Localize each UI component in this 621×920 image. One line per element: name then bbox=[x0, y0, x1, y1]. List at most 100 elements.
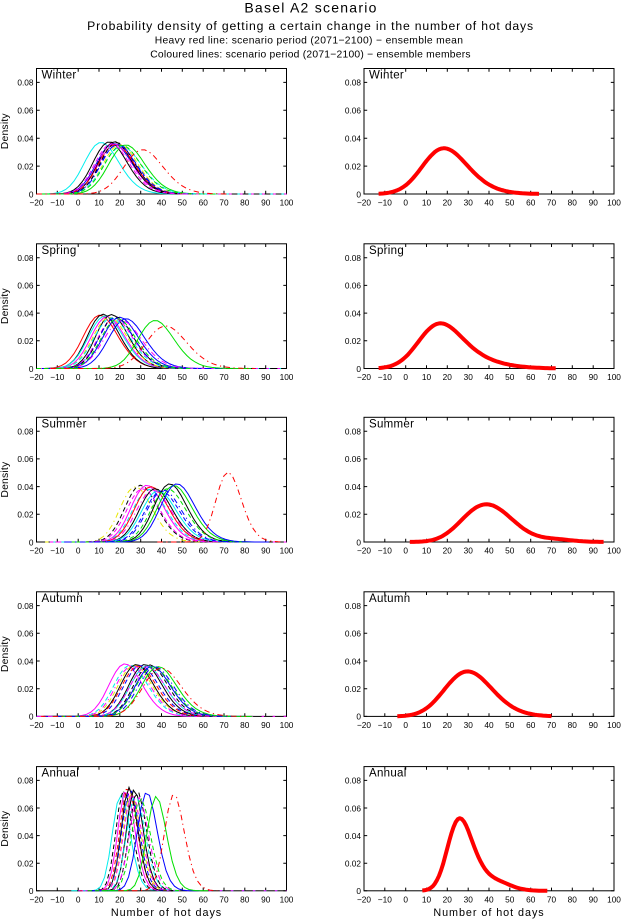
svg-text:10: 10 bbox=[422, 372, 432, 382]
svg-text:0: 0 bbox=[356, 537, 361, 547]
svg-text:60: 60 bbox=[526, 894, 536, 904]
svg-text:−10: −10 bbox=[378, 546, 392, 556]
svg-text:0: 0 bbox=[29, 886, 34, 896]
svg-text:20: 20 bbox=[443, 894, 453, 904]
svg-text:Winter: Winter bbox=[42, 70, 77, 82]
svg-text:−10: −10 bbox=[378, 894, 392, 904]
svg-text:−20: −20 bbox=[29, 372, 43, 382]
svg-text:50: 50 bbox=[178, 372, 188, 382]
svg-text:Number of hot days: Number of hot days bbox=[111, 907, 222, 919]
svg-text:100: 100 bbox=[280, 720, 294, 730]
svg-text:70: 70 bbox=[219, 720, 229, 730]
svg-text:0.04: 0.04 bbox=[345, 656, 362, 666]
svg-text:Annual: Annual bbox=[42, 768, 80, 780]
svg-text:Winter: Winter bbox=[369, 70, 404, 82]
svg-text:90: 90 bbox=[261, 720, 271, 730]
svg-text:0: 0 bbox=[29, 537, 34, 547]
svg-text:0: 0 bbox=[76, 546, 81, 556]
svg-text:0: 0 bbox=[29, 364, 34, 374]
svg-text:0: 0 bbox=[356, 712, 361, 722]
svg-text:−20: −20 bbox=[357, 546, 371, 556]
svg-text:80: 80 bbox=[568, 894, 578, 904]
svg-text:0.04: 0.04 bbox=[345, 831, 362, 841]
svg-text:60: 60 bbox=[526, 720, 536, 730]
svg-text:70: 70 bbox=[547, 372, 557, 382]
svg-text:0: 0 bbox=[403, 372, 408, 382]
svg-text:80: 80 bbox=[568, 198, 578, 208]
svg-text:0.08: 0.08 bbox=[345, 427, 362, 437]
svg-text:30: 30 bbox=[136, 546, 146, 556]
svg-text:40: 40 bbox=[157, 372, 167, 382]
svg-text:80: 80 bbox=[568, 546, 578, 556]
svg-text:100: 100 bbox=[280, 372, 294, 382]
svg-text:0.06: 0.06 bbox=[345, 629, 362, 639]
svg-text:70: 70 bbox=[219, 372, 229, 382]
svg-text:50: 50 bbox=[505, 894, 515, 904]
svg-text:100: 100 bbox=[280, 198, 294, 208]
svg-text:0.04: 0.04 bbox=[17, 656, 34, 666]
svg-text:100: 100 bbox=[280, 546, 294, 556]
svg-text:Density: Density bbox=[0, 635, 11, 672]
svg-text:0: 0 bbox=[76, 720, 81, 730]
svg-text:20: 20 bbox=[443, 198, 453, 208]
svg-text:20: 20 bbox=[115, 372, 125, 382]
svg-text:0: 0 bbox=[76, 894, 81, 904]
svg-text:10: 10 bbox=[94, 894, 104, 904]
svg-text:−10: −10 bbox=[378, 372, 392, 382]
svg-text:0.08: 0.08 bbox=[345, 776, 362, 786]
svg-text:50: 50 bbox=[178, 546, 188, 556]
svg-text:80: 80 bbox=[240, 372, 250, 382]
svg-text:0: 0 bbox=[356, 189, 361, 199]
svg-text:−10: −10 bbox=[378, 198, 392, 208]
svg-text:60: 60 bbox=[199, 546, 209, 556]
svg-text:0.08: 0.08 bbox=[17, 601, 34, 611]
svg-text:40: 40 bbox=[484, 894, 494, 904]
svg-text:40: 40 bbox=[484, 720, 494, 730]
svg-text:Number of hot days: Number of hot days bbox=[433, 907, 544, 919]
svg-text:0: 0 bbox=[403, 720, 408, 730]
svg-text:0.02: 0.02 bbox=[17, 510, 34, 520]
svg-text:0.06: 0.06 bbox=[17, 281, 34, 291]
svg-text:Annual: Annual bbox=[369, 768, 407, 780]
svg-text:0.08: 0.08 bbox=[345, 78, 362, 88]
svg-text:0.04: 0.04 bbox=[345, 134, 362, 144]
svg-text:0.08: 0.08 bbox=[345, 601, 362, 611]
svg-text:90: 90 bbox=[589, 894, 599, 904]
svg-text:10: 10 bbox=[422, 546, 432, 556]
svg-text:0.06: 0.06 bbox=[345, 454, 362, 464]
svg-text:0.06: 0.06 bbox=[345, 803, 362, 813]
svg-text:70: 70 bbox=[547, 546, 557, 556]
svg-text:90: 90 bbox=[261, 372, 271, 382]
svg-text:0.04: 0.04 bbox=[17, 308, 34, 318]
svg-text:50: 50 bbox=[178, 720, 188, 730]
svg-text:−20: −20 bbox=[29, 720, 43, 730]
svg-text:−10: −10 bbox=[50, 546, 64, 556]
svg-text:0: 0 bbox=[403, 894, 408, 904]
svg-text:40: 40 bbox=[157, 198, 167, 208]
svg-text:0.02: 0.02 bbox=[345, 161, 362, 171]
svg-text:−20: −20 bbox=[357, 198, 371, 208]
svg-text:0: 0 bbox=[403, 546, 408, 556]
svg-text:10: 10 bbox=[422, 894, 432, 904]
svg-text:0.04: 0.04 bbox=[17, 831, 34, 841]
svg-text:0: 0 bbox=[403, 198, 408, 208]
svg-text:30: 30 bbox=[464, 546, 474, 556]
svg-text:60: 60 bbox=[526, 198, 536, 208]
svg-text:70: 70 bbox=[219, 894, 229, 904]
svg-text:20: 20 bbox=[443, 372, 453, 382]
svg-text:90: 90 bbox=[589, 546, 599, 556]
svg-text:20: 20 bbox=[115, 894, 125, 904]
svg-text:100: 100 bbox=[607, 720, 621, 730]
svg-text:60: 60 bbox=[199, 372, 209, 382]
svg-text:−10: −10 bbox=[50, 894, 64, 904]
svg-text:0.02: 0.02 bbox=[17, 859, 34, 869]
svg-text:20: 20 bbox=[115, 198, 125, 208]
svg-text:Summer: Summer bbox=[42, 418, 87, 430]
svg-text:100: 100 bbox=[280, 894, 294, 904]
svg-text:80: 80 bbox=[568, 372, 578, 382]
svg-text:60: 60 bbox=[526, 372, 536, 382]
svg-text:0.08: 0.08 bbox=[345, 253, 362, 263]
svg-text:Autumn: Autumn bbox=[42, 593, 83, 605]
svg-text:0.06: 0.06 bbox=[345, 106, 362, 116]
svg-text:40: 40 bbox=[484, 546, 494, 556]
